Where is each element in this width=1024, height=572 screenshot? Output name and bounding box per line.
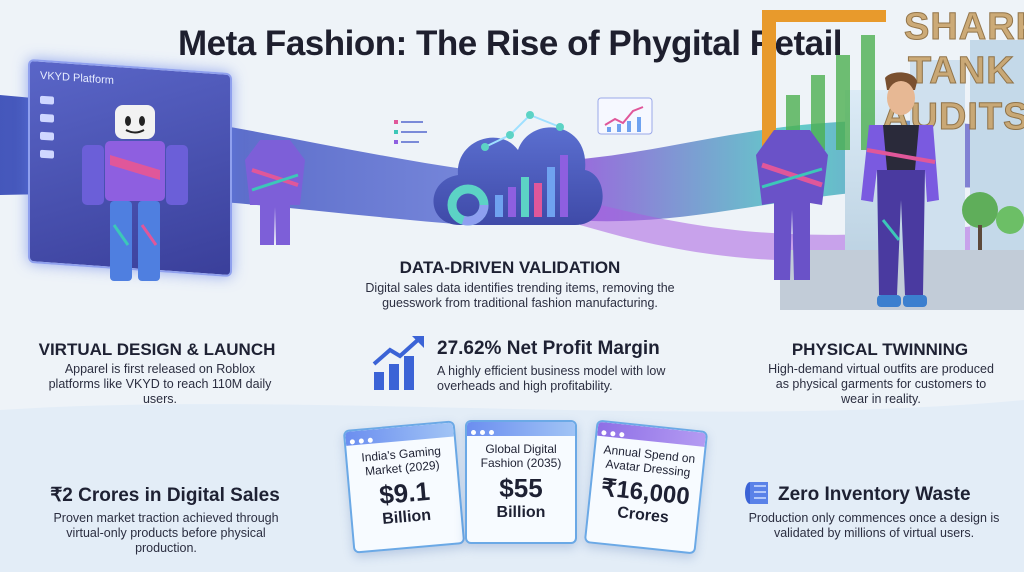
zero-waste-body: Production only commences once a design … [748,511,1000,540]
data-validation-heading: DATA-DRIVEN VALIDATION [399,258,621,277]
logo-text-tank: TANK [908,50,1015,92]
document-list-icon [394,120,427,144]
logo-text-shark: SHARK [903,6,1024,48]
growth-chart-icon [372,336,424,390]
person-figure [861,72,939,307]
platform-sidebar [40,95,54,217]
physical-outfit-right [756,130,828,280]
stat-card-avatar-spend: Annual Spend on Avatar Dressing ₹16,000 … [583,419,709,555]
stat-card-digital-fashion: Global Digital Fashion (2035) $55 Billio… [465,420,577,544]
net-profit-heading: 27.62% Net Profit Margin [437,338,660,359]
card-label: Global Digital Fashion (2035) [480,442,562,470]
net-profit-body: A highly efficient business model with l… [437,364,666,393]
digital-sales-heading: ₹2 Crores in Digital Sales [50,485,280,506]
card-unit: Billion [496,504,546,521]
card-value: $55 [499,473,543,503]
physical-twinning-body: High-demand virtual outfits are produced… [768,362,994,406]
stat-card-gaming-market: India's Gaming Market (2029) $9.1 Billio… [342,420,466,554]
page-title: Meta Fashion: The Rise of Phygital Retai… [177,24,843,63]
virtual-design-body: Apparel is first released on Roblox plat… [48,362,272,406]
zero-waste-heading: Zero Inventory Waste [778,484,971,505]
physical-twinning-heading: PHYSICAL TWINNING [791,340,969,359]
data-validation-body: Digital sales data identifies trending i… [365,281,675,310]
digital-sales-body: Proven market traction achieved through … [53,511,279,555]
platform-label: VKYD Platform [40,69,114,87]
floating-outfit-left [245,140,305,245]
fabric-roll-icon [745,482,768,504]
virtual-design-heading: VIRTUAL DESIGN & LAUNCH [38,340,276,359]
avatar-figure [82,105,188,281]
line-chart-icon [597,97,653,135]
cloud-analytics-icon [433,111,603,226]
